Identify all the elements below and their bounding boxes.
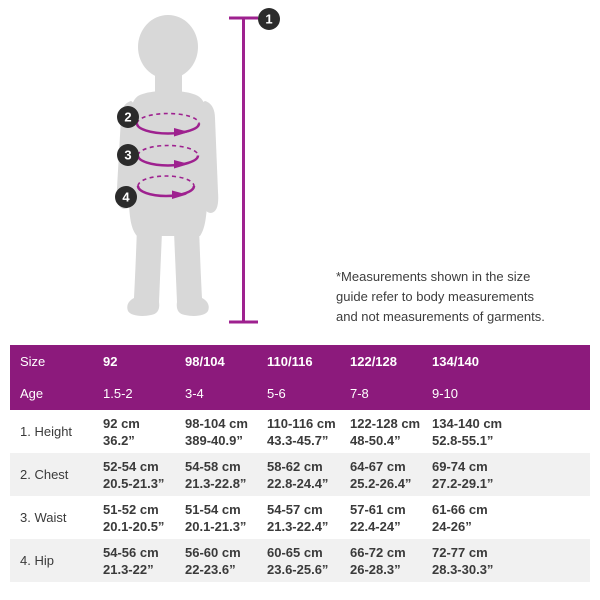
table-cell: 72-77 cm 28.3-30.3” bbox=[432, 544, 494, 577]
table-cell: 58-62 cm 22.8-24.4” bbox=[267, 458, 329, 491]
table-cell: 134-140 cm 52.8-55.1” bbox=[432, 415, 503, 448]
size-value: 122/128 bbox=[350, 353, 397, 369]
table-cell: 69-74 cm 27.2-29.1” bbox=[432, 458, 494, 491]
size-value: 92 bbox=[103, 353, 118, 369]
row-label: 1. Height bbox=[20, 424, 73, 439]
size-figure-diagram: 1 2 3 4 bbox=[115, 8, 280, 324]
size-value: 134/140 bbox=[432, 353, 479, 369]
child-silhouette-icon bbox=[116, 15, 219, 316]
chest-measure-arrow bbox=[135, 112, 201, 137]
size-value: 98/104 bbox=[185, 353, 225, 369]
table-cell: 66-72 cm 26-28.3” bbox=[350, 544, 406, 577]
height-ruler-line bbox=[229, 16, 258, 324]
table-cell: 52-54 cm 20.5-21.3” bbox=[103, 458, 165, 491]
size-value: 110/116 bbox=[267, 353, 313, 369]
table-cell: 57-61 cm 22.4-24” bbox=[350, 501, 406, 534]
size-guide-table: Size 92 98/104 110/116 122/128 134/140 A… bbox=[10, 345, 590, 582]
age-value: 5-6 bbox=[267, 386, 286, 401]
note-line: and not measurements of garments. bbox=[336, 309, 545, 324]
age-header-row: Age 1.5-2 3-4 5-6 7-8 9-10 bbox=[10, 377, 590, 410]
note-line: *Measurements shown in the size bbox=[336, 269, 531, 284]
badge-2-number: 2 bbox=[124, 110, 131, 125]
note-line: guide refer to body measurements bbox=[336, 289, 534, 304]
row-label: 2. Chest bbox=[20, 467, 69, 482]
chest-badge: 2 bbox=[117, 106, 139, 128]
hip-badge: 4 bbox=[115, 186, 137, 208]
badge-3-number: 3 bbox=[124, 148, 131, 163]
row-label: 4. Hip bbox=[20, 553, 54, 568]
table-cell: 56-60 cm 22-23.6” bbox=[185, 544, 241, 577]
waist-row: 3. Waist 51-52 cm 20.1-20.5” 51-54 cm 20… bbox=[10, 496, 590, 539]
table-cell: 110-116 cm 43.3-45.7” bbox=[267, 415, 336, 448]
age-value: 9-10 bbox=[432, 386, 459, 401]
height-badge: 1 bbox=[258, 8, 280, 30]
waist-measure-arrow bbox=[136, 144, 200, 169]
waist-badge: 3 bbox=[117, 144, 139, 166]
size-header-row: Size 92 98/104 110/116 122/128 134/140 bbox=[10, 345, 590, 377]
table-cell: 61-66 cm 24-26” bbox=[432, 501, 488, 534]
table-cell: 64-67 cm 25.2-26.4” bbox=[350, 458, 412, 491]
table-cell: 51-52 cm 20.1-20.5” bbox=[103, 501, 165, 534]
age-value: 7-8 bbox=[350, 386, 369, 401]
size-row-label: Size bbox=[20, 353, 46, 369]
height-row: 1. Height 92 cm 36.2” 98-104 cm 389-40.9… bbox=[10, 410, 590, 453]
age-value: 1.5-2 bbox=[103, 386, 133, 401]
age-row-label: Age bbox=[20, 386, 44, 401]
hip-row: 4. Hip 54-56 cm 21.3-22” 56-60 cm 22-23.… bbox=[10, 539, 590, 582]
table-cell: 98-104 cm 389-40.9” bbox=[185, 415, 248, 448]
chest-row: 2. Chest 52-54 cm 20.5-21.3” 54-58 cm 21… bbox=[10, 453, 590, 496]
table-cell: 54-56 cm 21.3-22” bbox=[103, 544, 159, 577]
hip-measure-arrow bbox=[136, 175, 196, 199]
row-label: 3. Waist bbox=[20, 510, 67, 525]
age-value: 3-4 bbox=[185, 386, 204, 401]
table-cell: 122-128 cm 48-50.4” bbox=[350, 415, 421, 448]
measurement-disclaimer-note: *Measurements shown in the size guide re… bbox=[336, 267, 576, 327]
table-cell: 54-57 cm 21.3-22.4” bbox=[267, 501, 329, 534]
table-cell: 51-54 cm 20.1-21.3” bbox=[185, 501, 247, 534]
table-header: Size 92 98/104 110/116 122/128 134/140 A… bbox=[10, 345, 590, 410]
badge-1-number: 1 bbox=[265, 12, 272, 27]
badge-4-number: 4 bbox=[122, 190, 130, 205]
table-cell: 60-65 cm 23.6-25.6” bbox=[267, 544, 329, 577]
table-cell: 92 cm 36.2” bbox=[103, 415, 140, 448]
table-cell: 54-58 cm 21.3-22.8” bbox=[185, 458, 247, 491]
